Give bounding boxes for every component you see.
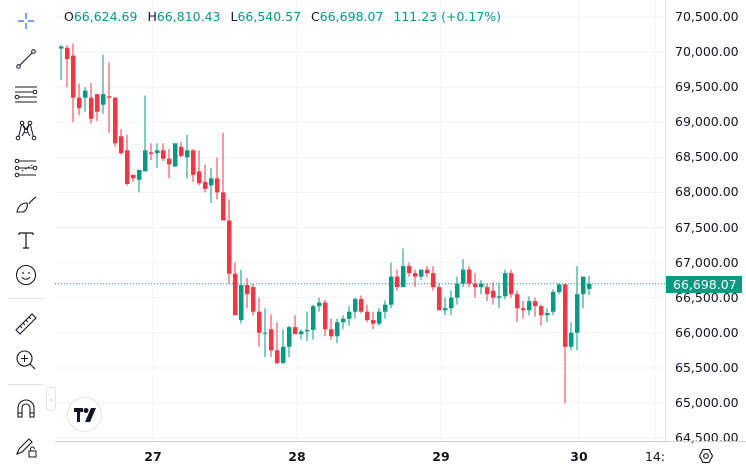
text-icon [18, 232, 34, 249]
fib-retracement-tool[interactable] [8, 153, 44, 183]
fib-retracement-icon [14, 158, 38, 178]
horizontal-lines-icon [14, 86, 38, 103]
brush-tool[interactable] [8, 189, 44, 219]
crosshair-icon [18, 13, 34, 29]
tradingview-logo[interactable] [67, 397, 102, 432]
emoji-icon [15, 264, 37, 286]
ohlc-legend: O66,624.69 H66,810.43 L66,540.57 C66,698… [64, 9, 507, 24]
price-tick: 69,500.00 [675, 79, 739, 95]
zoom-in-icon [16, 350, 36, 370]
ruler-icon [15, 313, 37, 335]
price-tick: 70,500.00 [675, 9, 739, 24]
toolbar-divider [8, 298, 44, 299]
brush-icon [16, 196, 37, 213]
collapse-toolbar-button[interactable]: ‹ [46, 387, 56, 411]
crosshair-tool[interactable] [8, 6, 44, 36]
price-axis[interactable]: 70,500.00 70,000.00 69,500.00 69,000.00 68,5… [665, 0, 746, 445]
chart-settings-icon[interactable] [698, 448, 714, 464]
pattern-tool[interactable] [8, 116, 44, 146]
emoji-tool[interactable] [8, 260, 44, 290]
time-axis[interactable]: 27 28 29 30 14: [55, 441, 746, 471]
open-label: O [64, 9, 74, 24]
price-tick: 67,000.00 [675, 254, 739, 270]
open-value: 66,624.69 [73, 9, 138, 24]
low-value: 66,540.57 [237, 9, 302, 24]
price-tick: 68,000.00 [675, 184, 739, 200]
price-tick: 66,500.00 [675, 289, 739, 305]
drawing-toolbar: ‹ [0, 0, 56, 470]
price-tick: 65,500.00 [675, 359, 739, 375]
trend-line-icon [16, 49, 36, 69]
price-tick: 68,500.00 [675, 149, 739, 165]
close-value: 66,698.07 [319, 9, 384, 24]
pattern-icon [15, 120, 37, 141]
magnet-icon [17, 399, 35, 418]
price-tick: 65,000.00 [675, 394, 739, 410]
zoom-in-tool[interactable] [8, 345, 44, 375]
time-tick: 27 [144, 449, 162, 464]
time-tick: 30 [570, 449, 588, 464]
change-value: 111.23 (+0.17%) [393, 9, 502, 24]
trend-line-tool[interactable] [8, 44, 44, 74]
text-tool[interactable] [8, 225, 44, 255]
time-tick: 28 [288, 449, 306, 464]
price-tick: 67,500.00 [675, 219, 739, 235]
horizontal-lines-tool[interactable] [8, 80, 44, 110]
high-label: H [147, 9, 157, 24]
magnet-tool[interactable] [8, 394, 44, 424]
price-tick: 66,000.00 [675, 324, 739, 340]
candlestick-chart[interactable] [55, 0, 665, 441]
tv-logo-icon [73, 407, 96, 422]
lock-drawings-icon [16, 438, 37, 458]
chevron-left-icon: ‹ [49, 394, 53, 404]
high-value: 66,810.43 [156, 9, 221, 24]
price-tick: 70,000.00 [675, 44, 739, 60]
chart-pane[interactable] [55, 0, 665, 441]
time-tick: 14: [644, 449, 666, 464]
ruler-tool[interactable] [8, 309, 44, 339]
toolbar-divider [8, 384, 44, 385]
time-tick: 29 [432, 449, 450, 464]
close-label: C [311, 9, 320, 24]
lock-drawings-tool[interactable] [8, 432, 44, 462]
price-tick: 69,000.00 [675, 114, 739, 130]
current-price-label: 66,698.07 [666, 275, 742, 293]
low-label: L [230, 9, 238, 24]
